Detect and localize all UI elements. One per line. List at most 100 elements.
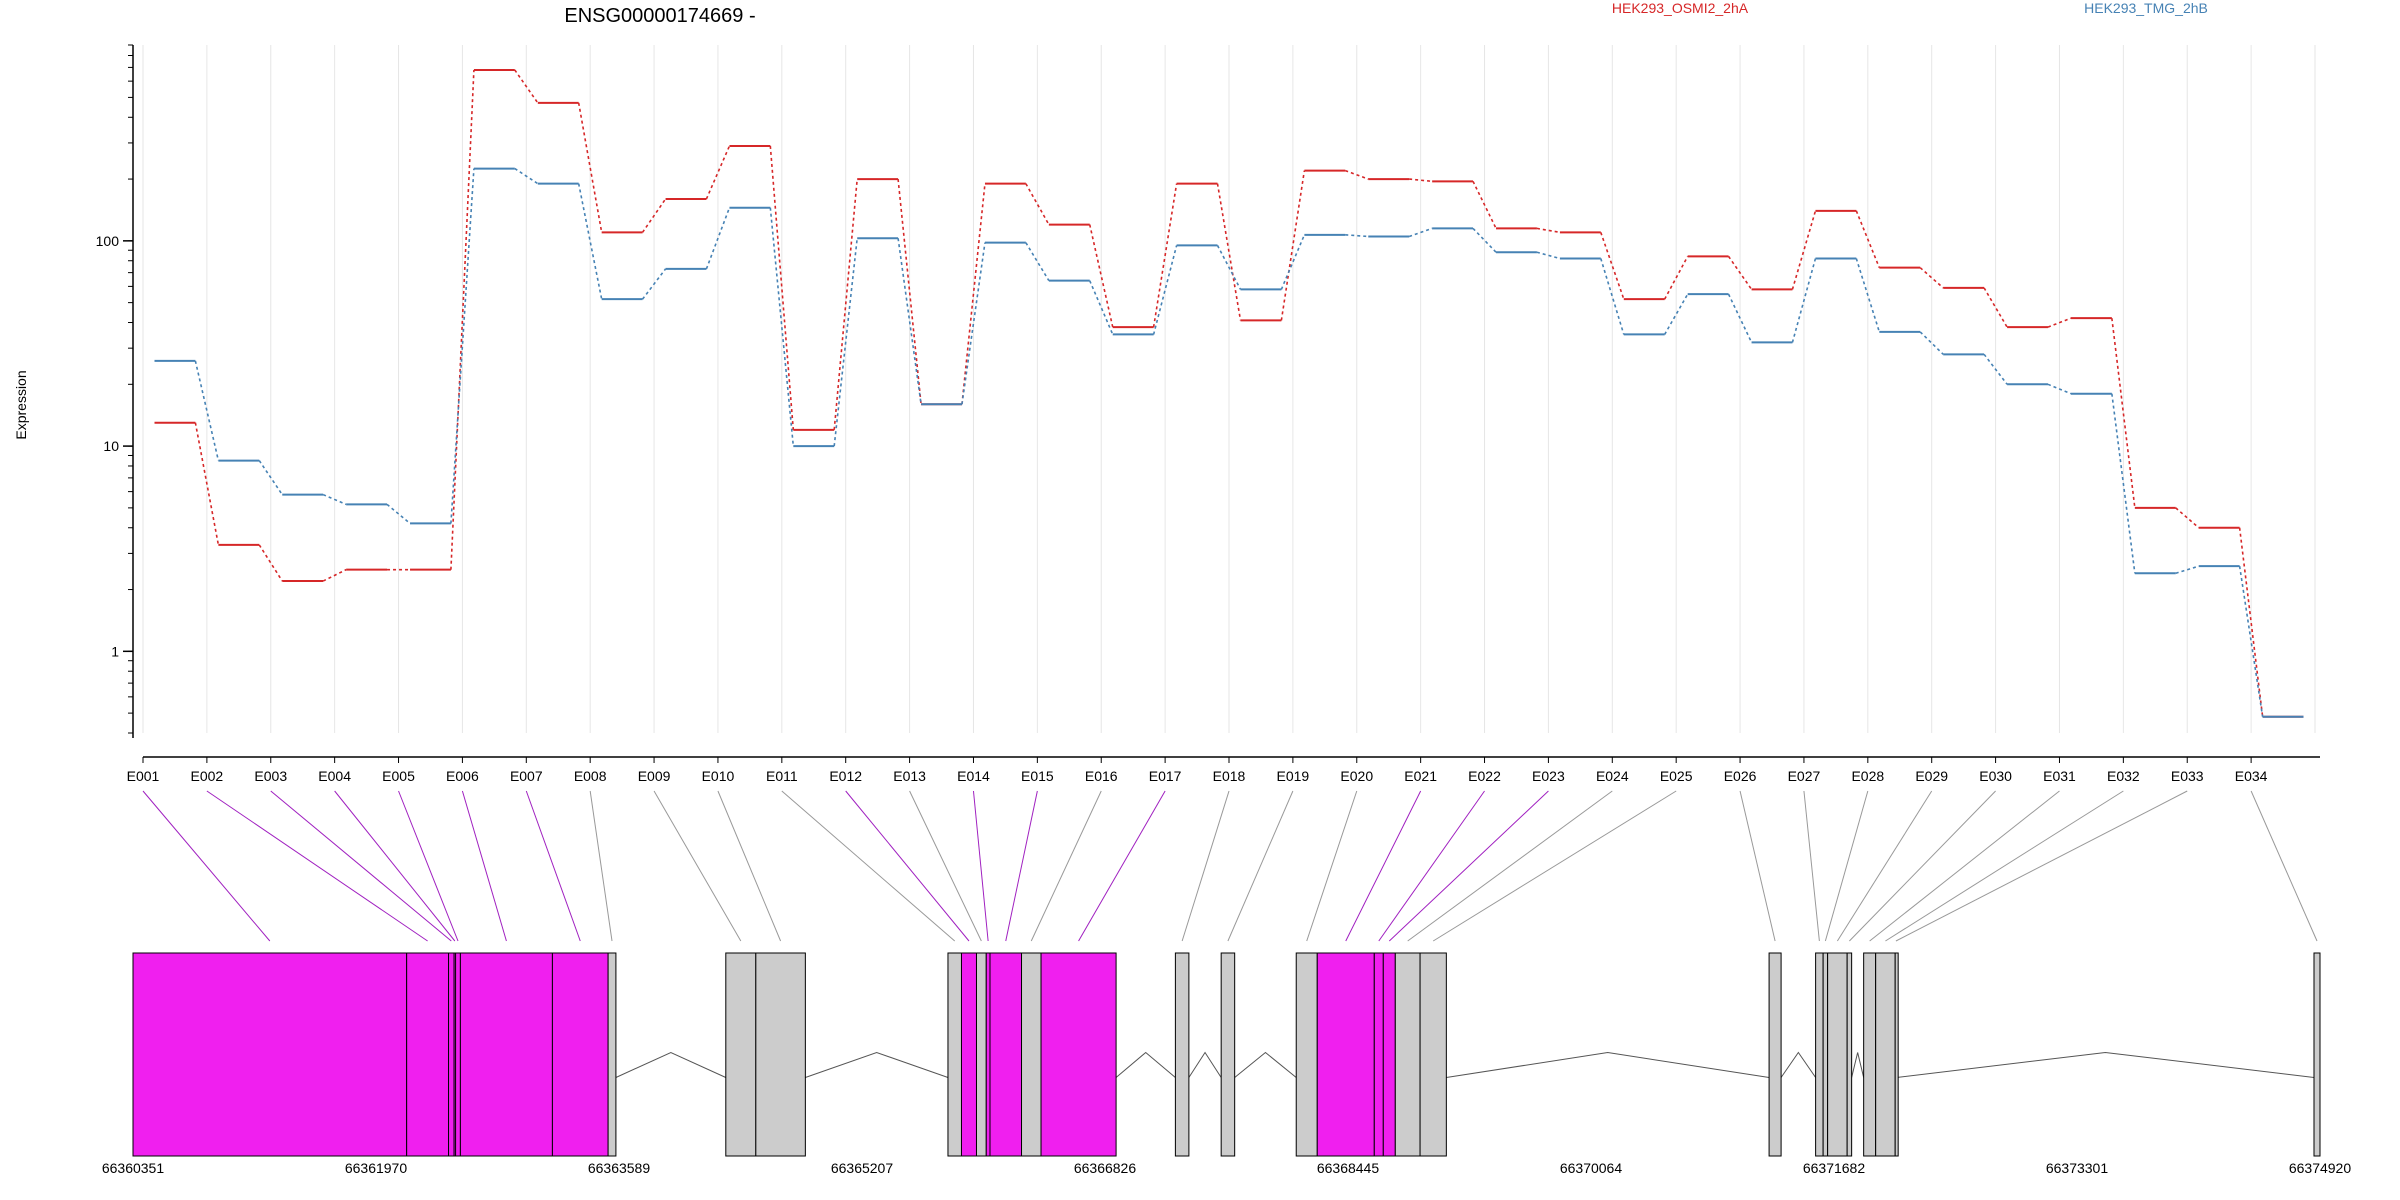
intron-line [1896,1051,2315,1078]
exon-box [1382,952,1396,1157]
x-tick-label: E003 [254,768,287,784]
chart-title: ENSG00000174669 - [564,5,755,27]
exon-box [1815,952,1824,1157]
exon-box [1021,952,1042,1157]
series-connector [1408,227,1433,238]
exon-box [1174,952,1190,1157]
exon-box [985,952,991,1157]
exon-box [947,952,962,1157]
exon-connector [525,790,581,942]
series-connector [1344,169,1369,180]
exon-box [2313,952,2321,1157]
exon-box [1768,952,1782,1157]
x-tick-label: E014 [957,768,990,784]
series-connector [1855,258,1881,333]
exon-box [551,952,609,1157]
exon-box [1846,952,1853,1157]
series-connector [961,183,986,405]
x-tick-label: E026 [1724,768,1757,784]
series-connector [1280,234,1306,290]
x-tick-label: E029 [1915,768,1948,784]
x-tick-label: E016 [1085,768,1118,784]
exon-connector [334,790,456,942]
exon-connector [845,790,970,942]
exon-box [1822,952,1829,1157]
x-tick-label: E031 [2043,768,2076,784]
series-connector [1345,234,1369,238]
y-axis-label: Expression [13,370,29,439]
exon-box [607,952,617,1157]
series-connector [386,503,411,525]
exon-connector [1181,790,1230,942]
series-connector [258,544,283,582]
exon-box [755,952,806,1157]
series-connector [1663,256,1689,300]
exon-connector [589,790,613,942]
series-connector [705,145,731,200]
exon-box [1316,952,1375,1157]
x-tick-label: E002 [191,768,224,784]
series-connector [1216,245,1242,290]
x-tick-label: E001 [127,768,160,784]
grid-lines [142,45,2316,733]
x-tick-label: E004 [318,768,351,784]
series-connector [1025,183,1050,225]
series-connector [2238,527,2264,717]
x-tick-label: E019 [1277,768,1310,784]
series-connector [1089,280,1114,335]
exon-connector [1739,790,1776,942]
exon-connector [270,790,452,942]
y-tick-label: 100 [96,233,120,249]
exon-connector [1885,790,2124,942]
series-connector [1727,255,1753,290]
series-connector [2175,565,2199,575]
coordinate-label: 66360351 [102,1160,165,1176]
gene-model-track [132,952,2321,1157]
series-connector [1280,170,1306,321]
coordinate-label: 66373301 [2046,1160,2109,1176]
series-connector [705,207,731,270]
series-connector [2047,317,2072,328]
intron-line [1188,1051,1222,1078]
intron-line [1115,1051,1176,1078]
exon-connector [2250,790,2318,942]
exon-connector [1869,790,2060,942]
series-connector [322,493,347,506]
exon-connector [1227,790,1294,942]
x-tick-label: E024 [1596,768,1629,784]
exon-connector [1803,790,1820,942]
series-connector [514,69,539,104]
series-connector [322,568,347,582]
series-connector [1919,267,1944,289]
exon-box [1373,952,1384,1157]
series-connector [1536,227,1561,234]
x-tick-label: E012 [829,768,862,784]
exon-connector [1824,790,1869,942]
series-connector [1791,258,1817,343]
genomic-coordinates: 66360351 66361970 66363589 66365207 66366826… [102,1160,2352,1176]
series-connector [194,422,220,546]
x-tick-label: E013 [893,768,926,784]
series-connector [577,102,603,233]
x-tick-label: E025 [1660,768,1693,784]
x-tick-label: E015 [1021,768,1054,784]
x-tick-label: E005 [382,768,415,784]
series-connector [1472,180,1497,229]
x-tick-label: E027 [1788,768,1821,784]
x-tick-label: E009 [638,768,671,784]
series-lines [154,68,2304,718]
series-connector [1791,210,1817,290]
exon-connector [1388,790,1549,942]
exon-box [1040,952,1117,1157]
x-tick-label: E034 [2235,768,2268,784]
exon-connector [1836,790,1933,942]
series-connector [2047,383,2072,395]
coordinate-label: 66361970 [345,1160,408,1176]
x-tick-label: E008 [574,768,607,784]
exon-box [406,952,450,1157]
series-connector [450,168,475,524]
series-connector [450,69,475,570]
series-connector [2175,507,2200,529]
exon-connector [1345,790,1422,942]
